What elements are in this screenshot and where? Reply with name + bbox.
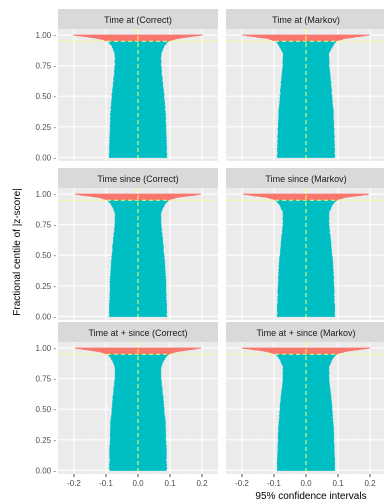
x-tick-label: 0.0 (132, 479, 144, 488)
y-tick-label: 0.25 - (36, 123, 57, 132)
y-tick-label: 0.25 - (36, 436, 57, 445)
facet-strip (226, 322, 384, 342)
x-tick-label: 0.0 (300, 479, 312, 488)
y-tick-label: 0.00 - (36, 466, 57, 475)
facet-panel: Time at (Markov) (226, 9, 384, 161)
facet-panel: Time at + since (Correct) 0.00 - 0.25 - 0.5… (36, 322, 218, 488)
facet-panel: Time since (Markov) (226, 168, 384, 320)
facet-panels: Time at (Correct) 0.00 - 0.25 - 0.50 - 0.75 … (36, 9, 384, 488)
y-axis-title: Fractional centile of |z-score| (12, 188, 23, 315)
y-tick-label: 0.50 - (36, 92, 57, 101)
facet-strip-title: Time since (Correct) (97, 174, 178, 184)
facet-panel: Time since (Correct) 0.00 - 0.25 - 0.50 - 0.… (36, 168, 218, 321)
y-tick-label: 0.50 - (36, 405, 57, 414)
y-tick-label: 1.00 - (36, 344, 57, 353)
y-tick-label: 0.75 - (36, 62, 57, 71)
facet-strip (226, 9, 384, 29)
facet-strip-title: Time since (Markov) (265, 174, 346, 184)
y-tick-label: 1.00 - (36, 31, 57, 40)
x-tick-label: 0.2 (196, 479, 208, 488)
x-tick-label: -0.2 (67, 479, 81, 488)
facet-strip-title: Time at (Markov) (272, 15, 340, 25)
y-tick-label: 0.75 - (36, 375, 57, 384)
x-tick-label: -0.1 (99, 479, 113, 488)
facet-strip (58, 168, 218, 188)
facet-strip (58, 9, 218, 29)
facet-strip-title: Time at + since (Correct) (89, 328, 188, 338)
facet-strip (226, 168, 384, 188)
x-tick-label: -0.1 (267, 479, 281, 488)
y-tick-label: 0.25 - (36, 282, 57, 291)
x-tick-label: 0.1 (332, 479, 344, 488)
facet-strip (58, 322, 218, 342)
facet-strip-title: Time at (Correct) (104, 15, 172, 25)
x-tick-label: 0.1 (164, 479, 176, 488)
facet-panel: Time at (Correct) 0.00 - 0.25 - 0.50 - 0.75 … (36, 9, 218, 162)
y-tick-label: 0.00 - (36, 153, 57, 162)
y-tick-label: 0.50 - (36, 251, 57, 260)
x-axis-title: 95% confidence intervals (255, 491, 366, 502)
facet-strip-title: Time at + since (Markov) (257, 328, 356, 338)
y-tick-label: 1.00 - (36, 190, 57, 199)
x-tick-label: -0.2 (235, 479, 249, 488)
y-tick-label: 0.75 - (36, 221, 57, 230)
y-tick-label: 0.00 - (36, 312, 57, 321)
x-tick-label: 0.2 (364, 479, 376, 488)
facet-panel: Time at + since (Markov) -0.2 -0.1 0.0 0.1 0.… (226, 322, 384, 488)
